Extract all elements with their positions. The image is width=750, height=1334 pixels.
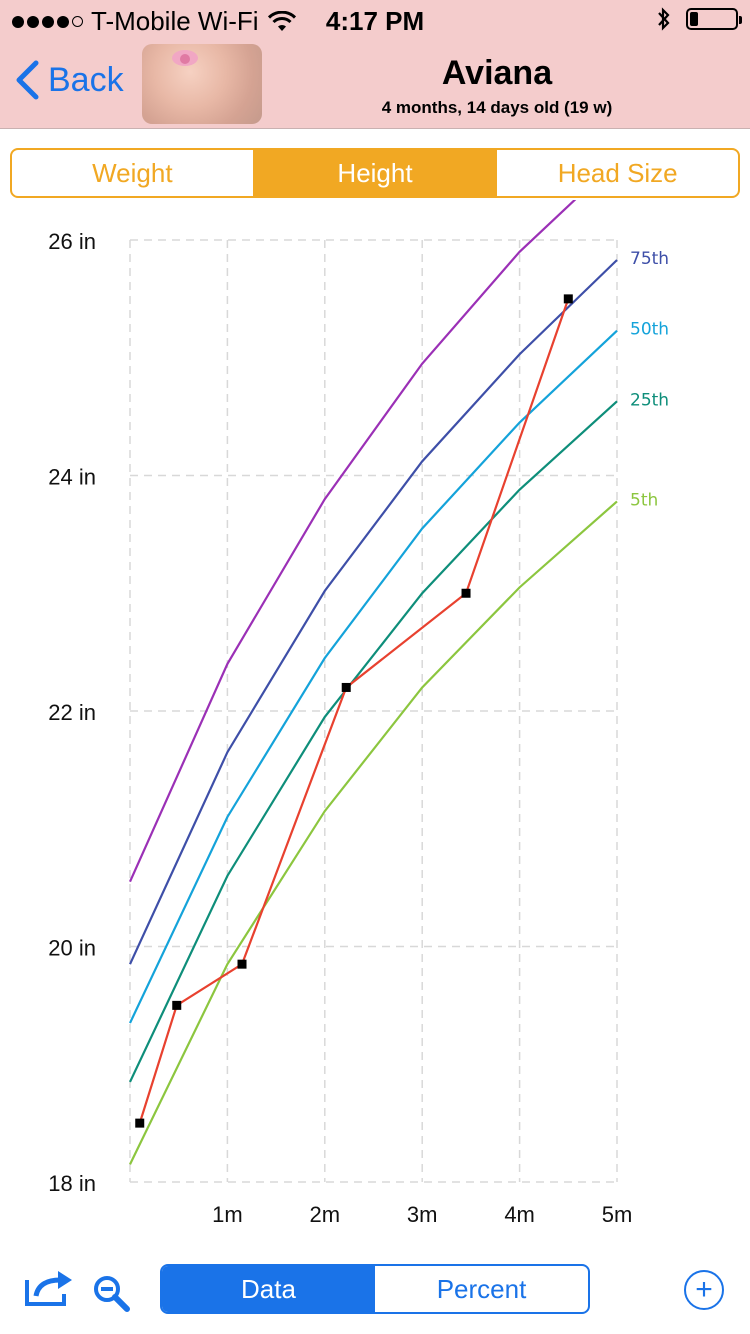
tab-height[interactable]: Height [254, 150, 498, 196]
display-mode-tabs: Data Percent [160, 1264, 590, 1314]
wifi-icon [267, 10, 296, 31]
tab-data[interactable]: Data [162, 1266, 375, 1312]
avatar[interactable] [142, 44, 262, 124]
y-tick-label: 20 in [48, 936, 96, 961]
y-tick-label: 18 in [48, 1171, 96, 1196]
back-label: Back [48, 60, 124, 99]
growth-chart: 18 in 20 in 22 in 24 in 26 in 1m 2m 3m 4m 5m 75th 5… [0, 200, 750, 1240]
x-tick-label: 4m [504, 1202, 535, 1227]
back-button[interactable]: Back [14, 60, 124, 100]
navigation-bar: Back Aviana 4 months, 14 days old (19 w) [0, 40, 750, 129]
battery-icon [686, 8, 742, 30]
percentile-label: 50th [630, 320, 669, 340]
x-tick-label: 1m [212, 1202, 243, 1227]
avatar-bow-knot [180, 54, 190, 64]
chevron-left-icon [16, 60, 39, 100]
data-point-marker [135, 1118, 145, 1128]
percentile-label: 5th [630, 490, 658, 510]
growth-chart-svg: 18 in 20 in 22 in 24 in 26 in 1m 2m 3m 4m 5m 75th 5… [48, 200, 669, 1227]
measurement-tabs: Weight Height Head Size [10, 148, 740, 198]
age-subtitle: 4 months, 14 days old (19 w) [381, 98, 613, 117]
child-height-line [138, 298, 570, 1124]
percentile-line [129, 400, 618, 1083]
x-tick-label: 5m [602, 1202, 633, 1227]
status-time: 4:17 PM [325, 6, 425, 36]
percentile-line [128, 200, 577, 883]
data-point-marker [237, 959, 247, 969]
page-title: Aviana [441, 54, 553, 92]
status-left: T-Mobile Wi-Fi [12, 6, 297, 37]
share-icon[interactable] [24, 1268, 76, 1308]
battery-level [690, 12, 698, 26]
data-point-marker [172, 1000, 182, 1010]
y-tick-label: 24 in [48, 465, 96, 490]
status-right [656, 6, 742, 32]
percentile-label: 75th [630, 249, 669, 269]
add-icon[interactable]: + [684, 1270, 724, 1310]
y-tick-label: 22 in [48, 700, 96, 725]
status-bar: T-Mobile Wi-Fi 4:17 PM [0, 0, 750, 40]
percentile-line [129, 500, 618, 1165]
signal-strength-icon [12, 15, 83, 28]
data-point-marker [341, 682, 351, 692]
zoom-out-icon[interactable] [92, 1274, 132, 1314]
tab-head-size[interactable]: Head Size [557, 157, 678, 188]
bottom-toolbar: Data Percent + [0, 1240, 750, 1334]
tab-percent[interactable]: Percent [436, 1273, 527, 1304]
carrier-label: T-Mobile Wi-Fi [91, 6, 259, 36]
y-tick-label: 26 in [48, 229, 96, 254]
data-point-marker [461, 588, 471, 598]
x-tick-label: 3m [407, 1202, 438, 1227]
percentile-label: 25th [630, 390, 669, 410]
percentile-line [129, 329, 618, 1024]
x-tick-label: 2m [310, 1202, 341, 1227]
tab-weight[interactable]: Weight [12, 150, 255, 196]
data-point-marker [563, 294, 573, 304]
percentile-line [129, 259, 618, 965]
bluetooth-icon [658, 7, 670, 31]
